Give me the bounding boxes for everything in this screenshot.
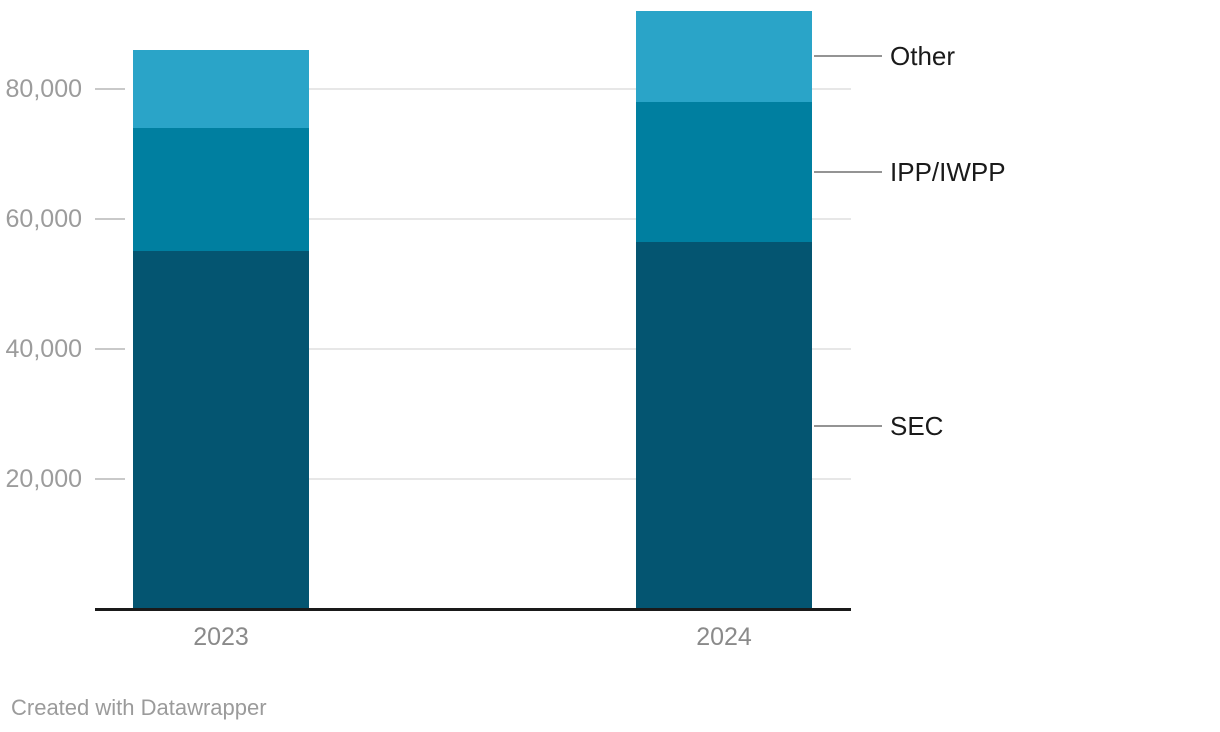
bar-segment-2023-ipp-iwpp[interactable] bbox=[133, 128, 309, 251]
bar-segment-2024-ipp-iwpp[interactable] bbox=[636, 102, 812, 242]
y-axis-tick-label: 20,000 bbox=[5, 465, 82, 493]
gridline bbox=[133, 88, 851, 90]
datawrapper-credit: Created with Datawrapper bbox=[11, 695, 267, 720]
y-axis-tick-label: 60,000 bbox=[5, 205, 82, 233]
series-label-ipp-iwpp: IPP/IWPP bbox=[890, 157, 1006, 187]
series-label-sec: SEC bbox=[890, 411, 944, 441]
y-axis-tick bbox=[95, 478, 125, 480]
x-axis-label: 2024 bbox=[696, 623, 752, 651]
y-axis-tick bbox=[95, 218, 125, 220]
y-axis-tick-label: 40,000 bbox=[5, 335, 82, 363]
y-axis-tick-label: 80,000 bbox=[5, 75, 82, 103]
x-axis-line bbox=[95, 608, 851, 611]
gridline bbox=[133, 348, 851, 350]
gridline bbox=[133, 478, 851, 480]
bar-segment-2023-other[interactable] bbox=[133, 50, 309, 128]
y-axis-tick bbox=[95, 88, 125, 90]
gridline bbox=[133, 218, 851, 220]
series-label-connector bbox=[814, 55, 882, 57]
series-label-connector bbox=[814, 425, 882, 427]
bar-segment-2024-sec[interactable] bbox=[636, 242, 812, 609]
x-axis-label: 2023 bbox=[193, 623, 249, 651]
bar-segment-2023-sec[interactable] bbox=[133, 251, 309, 609]
series-label-connector bbox=[814, 171, 882, 173]
bar-segment-2024-other[interactable] bbox=[636, 11, 812, 102]
series-label-other: Other bbox=[890, 41, 956, 71]
y-axis-tick bbox=[95, 348, 125, 350]
